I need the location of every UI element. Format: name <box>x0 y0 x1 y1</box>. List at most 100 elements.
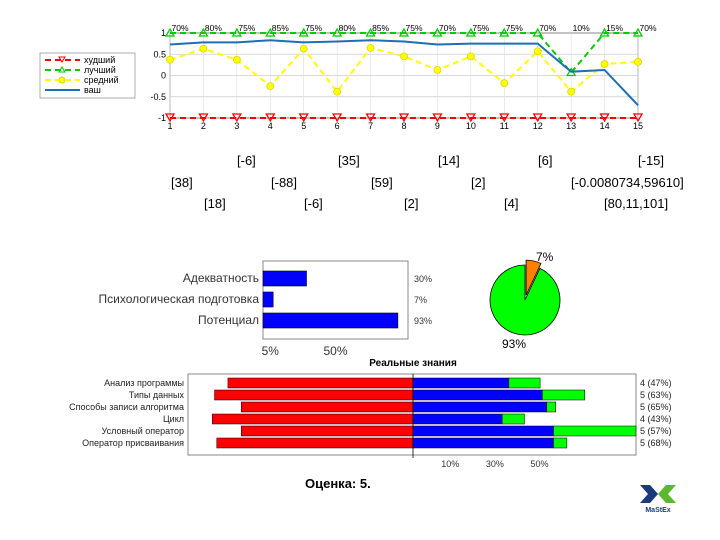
score-text: Оценка: 5. <box>305 476 371 491</box>
psych-value-label: 93% <box>414 316 432 326</box>
answer-r2-2: [-88] <box>271 175 298 190</box>
knowledge-category-label: Условный оператор <box>102 426 184 436</box>
knowledge-category-label: Способы записи алгоритма <box>69 402 184 412</box>
point-average <box>634 58 642 66</box>
point-best <box>398 27 410 37</box>
top-percent-label: 75% <box>238 23 255 33</box>
point-average <box>232 55 241 64</box>
knowledge-value-label: 4 (47%) <box>640 378 672 388</box>
knowledge-categories: Анализ программы Типы данных Способы запис… <box>69 378 184 448</box>
top-percent-label: 70% <box>171 23 188 33</box>
point-average <box>567 87 576 96</box>
red-bar <box>241 425 414 437</box>
point-best <box>465 27 476 37</box>
answer-r1-3: [14] <box>438 153 460 168</box>
pie-label-small: 7% <box>536 250 554 264</box>
answer-r3-2: [-6] <box>304 196 323 211</box>
point-worst <box>265 113 276 123</box>
psych-labels: Адекватность 30% Психологическая подготовк… <box>99 271 433 327</box>
answer-r2-5: [-0.0080734,59610] <box>571 175 684 190</box>
line-top-labels: 70% 80% 75% 85% 75% 80% 85% 75% 70% 75% 75% 70% 10% 1… <box>171 23 656 33</box>
x-tick-label: 5 <box>301 121 306 131</box>
knowledge-x-tick: 30% <box>486 459 504 469</box>
point-worst <box>532 113 543 123</box>
top-percent-label: 70% <box>539 23 556 33</box>
point-average <box>299 44 308 53</box>
point-worst <box>332 113 343 123</box>
answer-r2-4: [2] <box>471 175 486 190</box>
psych-x-tick: 5% <box>262 344 280 358</box>
x-tick-label: 8 <box>401 121 406 131</box>
knowledge-bars <box>212 374 637 458</box>
pie-slice <box>489 264 561 336</box>
knowledge-bar-chart: Реальные знания Анализ программы Типы дан… <box>69 358 672 469</box>
y-tick-label: 0 <box>161 71 166 81</box>
answer-r1-2: [35] <box>338 153 360 168</box>
point-worst <box>298 113 309 123</box>
line-series <box>164 27 644 123</box>
green-bar <box>546 401 556 413</box>
answer-r2-3: [59] <box>371 175 393 190</box>
knowledge-value-label: 5 (63%) <box>640 390 672 400</box>
blue-bar <box>412 425 554 437</box>
x-tick-label: 3 <box>234 121 239 131</box>
pie-labels: 7% 93% <box>502 250 554 351</box>
point-worst <box>599 113 610 123</box>
point-best <box>231 27 242 37</box>
point-best <box>532 27 543 37</box>
blue-bar <box>412 401 548 413</box>
green-bar <box>508 377 541 389</box>
point-best <box>599 27 610 37</box>
knowledge-value-label: 5 (65%) <box>640 402 672 412</box>
point-average <box>266 82 275 91</box>
point-worst <box>499 113 510 123</box>
series-line-лучший <box>170 32 638 75</box>
knowledge-category-label: Оператор присваивания <box>82 438 184 448</box>
answer-r3-4: [4] <box>504 196 519 211</box>
knowledge-category-label: Анализ программы <box>104 378 184 388</box>
red-bar <box>241 401 414 413</box>
point-average <box>600 60 609 68</box>
point-average <box>166 55 174 64</box>
point-best <box>298 27 309 37</box>
point-best <box>499 27 510 37</box>
legend-label: ваш <box>84 85 101 95</box>
point-average <box>333 87 342 96</box>
pie-label-large: 93% <box>502 337 526 351</box>
green-bar <box>501 413 525 425</box>
knowledge-category-label: Цикл <box>163 414 184 424</box>
top-percent-label: 75% <box>305 23 322 33</box>
top-percent-label: 75% <box>506 23 523 33</box>
svg-text:MaStEx: MaStEx <box>645 507 670 514</box>
point-worst <box>566 113 577 123</box>
green-bar <box>553 437 568 449</box>
answer-r3-3: [2] <box>404 196 419 211</box>
legend-marker <box>58 56 66 63</box>
green-bar <box>542 389 585 401</box>
legend-label: худший <box>84 55 115 65</box>
answer-r2-1: [38] <box>171 175 193 190</box>
point-average <box>199 44 208 53</box>
pie-slice <box>525 259 542 296</box>
legend-label: лучший <box>84 65 116 75</box>
point-worst <box>432 113 443 123</box>
point-average <box>433 66 442 74</box>
point-best <box>432 27 443 37</box>
knowledge-title: Реальные знания <box>369 358 457 369</box>
answer-r1-1: [-6] <box>237 153 256 168</box>
psych-x-tick: 50% <box>323 344 347 358</box>
x-tick-label: 7 <box>368 121 373 131</box>
x-tick-label: 13 <box>566 121 576 131</box>
top-percent-label: 10% <box>573 23 590 33</box>
knowledge-value-labels: 4 (47%) 5 (63%) 5 (65%) 4 (43%) 5 (57%) 5 (68… <box>640 378 672 448</box>
y-tick-label: -1 <box>158 113 166 123</box>
answer-r1-4: [6] <box>538 153 553 168</box>
knowledge-value-label: 4 (43%) <box>640 414 672 424</box>
knowledge-category-label: Типы данных <box>129 390 185 400</box>
line-y-ticks: 1 0.5 0 -0.5 -1 <box>150 28 166 123</box>
x-tick-label: 14 <box>600 121 610 131</box>
point-worst <box>231 113 242 123</box>
top-percent-label: 80% <box>205 23 222 33</box>
answer-r3-1: [18] <box>204 196 226 211</box>
